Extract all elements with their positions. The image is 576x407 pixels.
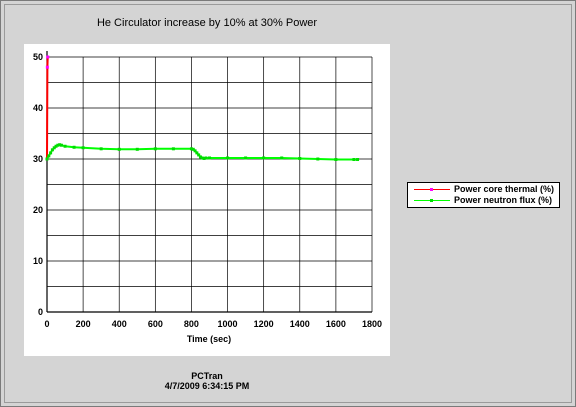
data-point-neutron-flux [204, 156, 208, 160]
window-inner-border [4, 4, 572, 403]
legend: Power core thermal (%) Power neutron flu… [407, 182, 560, 208]
y-tick-label: 0 [38, 307, 43, 317]
data-point-neutron-flux [50, 148, 54, 152]
x-tick-label: 1000 [218, 319, 238, 329]
data-point-neutron-flux [49, 151, 53, 155]
data-point-neutron-flux [198, 155, 202, 159]
data-point-neutron-flux [189, 147, 193, 151]
data-point-neutron-flux [191, 147, 195, 151]
legend-label-neutron-flux: Power neutron flux (%) [454, 195, 553, 205]
data-point-neutron-flux [200, 156, 204, 160]
data-point-neutron-flux [135, 147, 139, 151]
x-tick-label: 1800 [362, 319, 382, 329]
chart-title: He Circulator increase by 10% at 30% Pow… [96, 17, 318, 29]
data-point-neutron-flux [356, 158, 360, 162]
plot-panel: 0 200 400 600 800 1000 1200 1400 1600 1800 0 10 20 30… [24, 44, 390, 356]
data-point-neutron-flux [52, 146, 56, 150]
data-point-neutron-flux [171, 147, 175, 151]
x-axis-label: Time (sec) [187, 334, 231, 344]
x-tick-label: 1400 [290, 319, 310, 329]
footer-app-name: PCTran [191, 371, 223, 381]
y-tick-label: 10 [33, 256, 43, 266]
data-point-neutron-flux [81, 146, 85, 150]
data-point-neutron-flux [226, 156, 230, 160]
x-tick-label: 1200 [254, 319, 274, 329]
data-point-neutron-flux [58, 143, 62, 147]
axes [46, 51, 372, 313]
legend-swatch-core-thermal [414, 188, 450, 191]
x-tick-label: 1600 [326, 319, 346, 329]
x-tick-label: 600 [148, 319, 163, 329]
y-tick-label: 20 [33, 205, 43, 215]
data-point-neutron-flux [334, 158, 338, 162]
y-tick-label: 30 [33, 154, 43, 164]
x-tick-label: 0 [44, 319, 49, 329]
x-tick-label: 200 [76, 319, 91, 329]
line-chart: 0 200 400 600 800 1000 1200 1400 1600 1800 0 10 20 30… [33, 51, 382, 344]
data-point-neutron-flux [202, 156, 206, 160]
data-point-neutron-flux [153, 147, 157, 151]
data-point-neutron-flux [195, 151, 199, 155]
data-point-neutron-flux [208, 156, 211, 160]
data-point-neutron-flux [72, 145, 76, 149]
x-tick-label: 400 [112, 319, 127, 329]
data-point-neutron-flux [316, 157, 320, 161]
data-point-neutron-flux [45, 157, 49, 161]
data-point-neutron-flux [117, 147, 121, 151]
data-point-neutron-flux [280, 156, 284, 160]
tick-labels: 0 200 400 600 800 1000 1200 1400 1600 1800 0 10 20 30… [33, 52, 382, 329]
footer-timestamp: 4/7/2009 6:34:15 PM [164, 381, 250, 391]
data-point-neutron-flux [262, 156, 266, 160]
y-tick-label: 50 [33, 52, 43, 62]
y-tick-label: 40 [33, 103, 43, 113]
legend-item-neutron-flux: Power neutron flux (%) [408, 195, 559, 206]
data-point-neutron-flux [54, 144, 58, 148]
data-point-neutron-flux [56, 143, 60, 147]
series-line-core-thermal [46, 56, 49, 160]
data-point-core-thermal [46, 55, 50, 59]
data-point-neutron-flux [298, 156, 302, 160]
data-point-neutron-flux [193, 149, 197, 153]
legend-label-core-thermal: Power core thermal (%) [454, 184, 555, 194]
data-point-neutron-flux [59, 143, 63, 147]
data-point-neutron-flux [352, 158, 356, 162]
legend-item-core-thermal: Power core thermal (%) [408, 184, 559, 195]
data-point-neutron-flux [244, 156, 248, 160]
data-point-neutron-flux [47, 154, 51, 158]
data-point-neutron-flux [99, 147, 103, 151]
data-point-neutron-flux [197, 153, 201, 157]
x-tick-label: 800 [184, 319, 199, 329]
data-point-neutron-flux [63, 144, 67, 148]
series-layer [45, 55, 360, 162]
legend-swatch-neutron-flux [414, 199, 450, 202]
data-point-core-thermal [45, 65, 49, 69]
grid [47, 56, 373, 312]
footer: PCTran 4/7/2009 6:34:15 PM [24, 371, 390, 391]
